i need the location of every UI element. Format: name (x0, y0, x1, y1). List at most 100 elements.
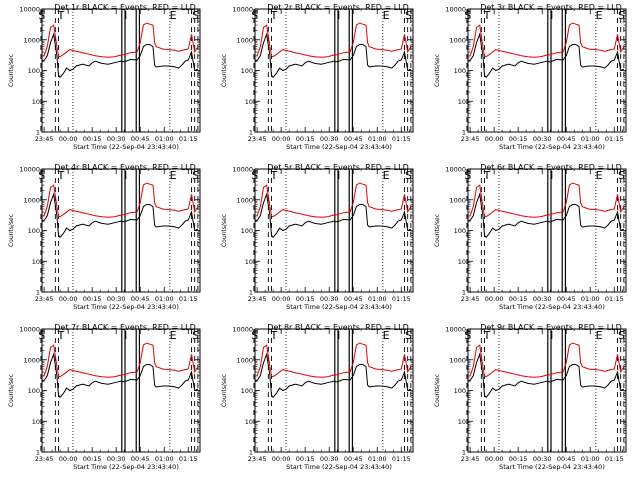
y-tick-label: 1000 (449, 356, 466, 364)
x-tick-label: 00:15 (509, 135, 528, 143)
series-events-line (255, 32, 412, 79)
event-marker-label: S (405, 169, 412, 182)
x-tick-label: 01:00 (581, 455, 600, 463)
y-tick-label: 1 (462, 449, 466, 457)
event-marker-label: S (192, 329, 199, 342)
event-marker-label: E (596, 169, 603, 182)
y-tick-label: 10 (32, 258, 40, 266)
panel-chart: Det 3r BLACK = Events, RED = LLD 1 10 100 10… (434, 3, 627, 151)
series-lld-line (255, 182, 412, 218)
y-tick-label: 1 (462, 129, 466, 137)
x-tick-label: 00:15 (296, 295, 315, 303)
event-marker-label: T (483, 9, 491, 22)
panel-title: Det 1r BLACK = Events, RED = LLD (54, 3, 196, 12)
x-tick-label: 00:45 (557, 295, 576, 303)
series-events-line (468, 192, 625, 239)
event-marker-label: S (192, 9, 199, 22)
panel-title: Det 5r BLACK = Events, RED = LLD (267, 163, 409, 172)
x-tick-label: 00:30 (107, 135, 126, 143)
y-tick-label: 10 (245, 418, 253, 426)
x-tick-label: 01:00 (368, 455, 387, 463)
y-tick-label: 10 (32, 98, 40, 106)
event-marker-label: S (192, 169, 199, 182)
x-tick-label: 00:30 (533, 455, 552, 463)
x-tick-label: 00:15 (296, 135, 315, 143)
x-tick-label: 00:15 (83, 135, 102, 143)
y-tick-label: 10 (245, 98, 253, 106)
event-marker-label: I (124, 9, 127, 22)
x-tick-label: 00:00 (272, 135, 291, 143)
x-tick-label: 00:45 (557, 455, 576, 463)
event-marker-label: S (251, 9, 258, 22)
series-lld-line (255, 22, 412, 58)
y-tick-label: 100 (28, 67, 40, 75)
y-tick-label: 1 (249, 449, 253, 457)
x-tick-label: 01:15 (392, 135, 411, 143)
panel-chart: Det 1r BLACK = Events, RED = LLD 1 10 100 10… (8, 3, 201, 151)
event-marker-label: T (57, 169, 65, 182)
y-tick-label: 1000 (236, 356, 253, 364)
panel-title: Det 9r BLACK = Events, RED = LLD (480, 323, 622, 332)
y-tick-label: 10000 (19, 6, 40, 14)
event-marker-label: S (405, 9, 412, 22)
event-marker-label: S (251, 169, 258, 182)
y-tick-label: 1 (36, 129, 40, 137)
x-tick-label: 01:15 (392, 295, 411, 303)
y-tick-label: 1 (249, 129, 253, 137)
y-tick-label: 10000 (232, 166, 253, 174)
y-tick-label: 1000 (236, 196, 253, 204)
panel-title: Det 3r BLACK = Events, RED = LLD (480, 3, 622, 12)
series-lld-line (42, 342, 199, 378)
x-tick-label: 00:45 (131, 455, 150, 463)
event-marker-label: E (383, 329, 390, 342)
y-tick-label: 10000 (232, 326, 253, 334)
x-tick-label: 01:15 (179, 295, 198, 303)
event-marker-label: I (337, 329, 340, 342)
panel-chart: Det 4r BLACK = Events, RED = LLD 1 10 100 10… (8, 163, 201, 311)
x-tick-label: 00:30 (533, 135, 552, 143)
x-axis-label: Start Time (22-Sep-04 23:43:40) (499, 303, 605, 311)
event-marker-label: S (618, 9, 625, 22)
x-tick-label: 00:45 (557, 135, 576, 143)
event-marker-label: T (270, 329, 278, 342)
y-tick-label: 10 (458, 418, 466, 426)
x-tick-label: 01:00 (368, 135, 387, 143)
y-tick-label: 10 (245, 258, 253, 266)
series-lld-line (255, 342, 412, 378)
event-marker-label: I (337, 9, 340, 22)
y-axis-label: Counts/sec (221, 54, 228, 87)
event-marker-label: E (170, 9, 177, 22)
y-tick-label: 100 (241, 387, 253, 395)
detector-panel-8: Det 8r BLACK = Events, RED = LLD 1 10 100 10… (213, 320, 426, 480)
x-axis-label: Start Time (22-Sep-04 23:43:40) (286, 463, 392, 471)
x-tick-label: 23:45 (248, 455, 267, 463)
x-tick-label: 23:45 (248, 135, 267, 143)
y-tick-label: 1 (249, 289, 253, 297)
x-axis-label: Start Time (22-Sep-04 23:43:40) (73, 463, 179, 471)
series-events-line (468, 32, 625, 79)
panel-title: Det 6r BLACK = Events, RED = LLD (480, 163, 622, 172)
event-marker-label: T (483, 329, 491, 342)
x-tick-label: 00:30 (533, 295, 552, 303)
event-marker-label: S (464, 9, 471, 22)
series-events-line (42, 32, 199, 79)
y-axis-label: Counts/sec (221, 374, 228, 407)
detector-panel-4: Det 4r BLACK = Events, RED = LLD 1 10 100 10… (0, 160, 213, 320)
series-lld-line (42, 182, 199, 218)
event-marker-label: I (550, 169, 553, 182)
x-tick-label: 00:15 (509, 455, 528, 463)
panel-chart: Det 2r BLACK = Events, RED = LLD 1 10 100 10… (221, 3, 414, 151)
x-tick-label: 01:00 (368, 295, 387, 303)
series-events-line (255, 352, 412, 399)
x-tick-label: 00:30 (320, 135, 339, 143)
y-tick-label: 10000 (445, 6, 466, 14)
y-tick-label: 1 (36, 449, 40, 457)
panel-title: Det 7r BLACK = Events, RED = LLD (54, 323, 196, 332)
x-tick-label: 00:15 (296, 455, 315, 463)
y-axis-label: Counts/sec (8, 54, 15, 87)
y-tick-label: 10000 (232, 6, 253, 14)
x-tick-label: 01:15 (179, 135, 198, 143)
y-tick-label: 10 (32, 418, 40, 426)
detector-panel-7: Det 7r BLACK = Events, RED = LLD 1 10 100 10… (0, 320, 213, 480)
y-tick-label: 10000 (445, 326, 466, 334)
